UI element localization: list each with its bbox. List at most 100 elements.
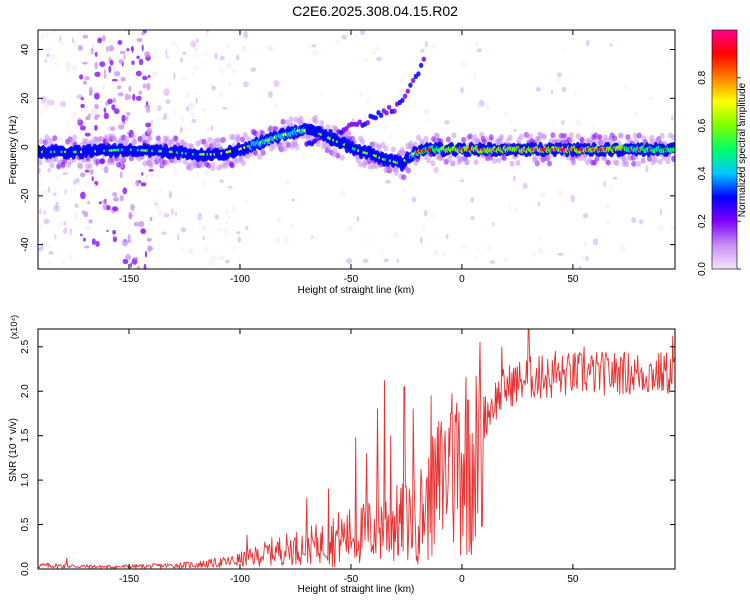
spectrum-speckle — [243, 81, 249, 88]
spectrum-branch — [405, 88, 410, 94]
spectrum-speckle — [97, 37, 103, 44]
spectrum-speckle — [579, 265, 582, 269]
spectrum-halo — [229, 161, 234, 168]
spectrum-speckle — [503, 256, 509, 263]
spectrum-speckle — [84, 76, 90, 81]
spectrum-speckle — [80, 191, 86, 200]
spectrum-speckle — [102, 200, 106, 204]
spectrum-halo — [636, 132, 642, 139]
spectrum-speckle — [63, 221, 67, 226]
spectrum-halo — [175, 141, 181, 147]
y-tick-label: 2.0 — [20, 384, 31, 398]
spectrum-speckle — [47, 167, 51, 173]
spectrum-speckle — [171, 208, 174, 216]
spectrum-speckle — [219, 55, 225, 61]
spectrum-speckle — [57, 135, 63, 143]
spectrum-speckle — [179, 57, 184, 63]
spectrum-halo — [464, 159, 470, 166]
spectrum-speckle — [76, 94, 83, 99]
spectrum-speckle — [202, 180, 206, 188]
spectrum-speckle — [66, 68, 70, 75]
spectrum-speckle — [192, 65, 199, 70]
spectrum-branch — [386, 104, 392, 110]
spectrum-halo — [405, 167, 411, 174]
spectrum-speckle — [362, 258, 369, 263]
spectrum-speckle — [430, 213, 435, 218]
snr-frame — [37, 328, 676, 570]
spectrum-speckle — [91, 107, 98, 115]
spectrum-speckle — [111, 78, 118, 82]
spectrum-halo — [219, 163, 225, 170]
spectrum-speckle — [179, 126, 183, 133]
spectrum-halo — [285, 141, 291, 148]
spectrum-speckle — [122, 258, 129, 265]
spectrum-speckle — [227, 80, 232, 88]
spectrum-speckle — [399, 79, 405, 84]
spectrum-speckle — [180, 116, 185, 121]
spectrum-speckle — [41, 95, 47, 104]
spectrum-speckle — [142, 83, 147, 89]
spectrum-speckle — [225, 208, 229, 215]
spectrum-speckle — [53, 205, 60, 212]
spectrum-speckle — [148, 168, 154, 172]
snr-multiplier: (x10⁴) — [9, 315, 19, 339]
spectrum-speckle — [54, 176, 61, 181]
spectrum-halo — [78, 163, 84, 170]
spectrum-speckle — [132, 93, 136, 101]
spectrum-speckle — [173, 72, 176, 80]
spectrum-speckle — [376, 56, 382, 62]
spectrum-speckle — [179, 246, 184, 252]
spectrum-halo — [540, 156, 546, 163]
spectrum-branch — [416, 71, 421, 77]
spectrum-speckle — [170, 41, 177, 46]
spectrum-branch — [344, 125, 349, 131]
spectrum-speckle — [481, 159, 486, 164]
spectrum-speckle — [237, 236, 241, 243]
spectrum-speckle — [302, 152, 306, 159]
spectrum-speckle — [250, 67, 257, 72]
spectrum-speckle — [39, 173, 42, 178]
spectrum-speckle — [575, 119, 582, 127]
spectrum-halo — [335, 152, 341, 159]
spectrum-halo — [631, 160, 637, 167]
spectrum-branch — [402, 93, 408, 99]
spectrum-branch — [421, 56, 426, 62]
spectrum-speckle — [99, 166, 104, 171]
spectrum-halo — [636, 160, 641, 167]
spectrum-speckle — [398, 88, 405, 93]
spectrum-speckle — [433, 166, 439, 174]
spectrum-speckle — [154, 202, 160, 211]
spectrum-speckle — [188, 104, 195, 111]
spectrum-speckle — [156, 105, 162, 112]
spectrum-speckle — [210, 125, 214, 131]
spectrum-speckle — [135, 179, 140, 187]
spectrum-speckle — [149, 216, 153, 222]
y-tick-label: 0.5 — [20, 517, 31, 531]
spectrum-branch — [408, 82, 413, 88]
spectrum-halo — [95, 158, 101, 165]
spectrum-halo — [319, 120, 325, 126]
spectrum-halo — [434, 133, 440, 139]
spectrum-speckle — [592, 123, 595, 128]
spectrum-speckle — [267, 45, 274, 52]
spectrum-speckle — [513, 175, 516, 182]
spectrum-speckle — [634, 112, 638, 118]
spectrum-halo — [467, 133, 473, 140]
spectrum-halo — [207, 136, 213, 143]
spectrum-speckle — [367, 237, 370, 243]
spectrum-speckle — [321, 92, 325, 96]
spectrum-speckle — [175, 211, 177, 216]
y-tick-label: 2.5 — [20, 339, 31, 353]
spectrum-speckle — [558, 189, 563, 197]
spectrum-speckle — [133, 256, 139, 260]
spectrum-speckle — [106, 125, 112, 131]
y-tick-label: 0.0 — [20, 562, 31, 576]
spectrum-speckle — [107, 98, 113, 105]
spectrum-speckle — [583, 241, 588, 247]
spectrum-halo — [532, 154, 538, 161]
spectrum-speckle — [130, 46, 133, 51]
spectrum-speckle — [359, 91, 364, 96]
spectrum-speckle — [49, 99, 55, 106]
spectrum-speckle — [83, 211, 89, 218]
spectrum-halo — [282, 145, 288, 152]
